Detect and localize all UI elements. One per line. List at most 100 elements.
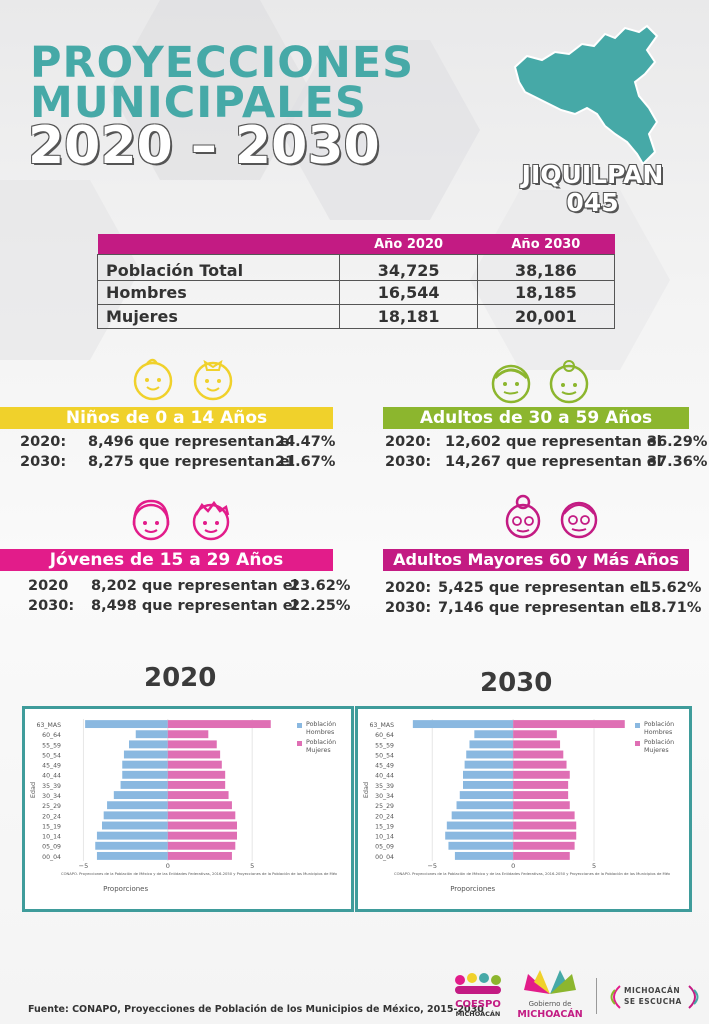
adult-woman-icon (549, 360, 589, 404)
bar-mujeres (513, 740, 561, 749)
stat-year: 2020: (385, 580, 432, 596)
bar-hombres (446, 821, 514, 830)
bar-mujeres (167, 780, 226, 789)
pyramid-chart-2020: 00_04 05_09 10_14 15_19 20_24 25_29 30_34 35_39… (22, 706, 354, 912)
bar-hombres (113, 791, 168, 800)
stat-pct: 22.25% (290, 598, 351, 614)
municipality-code: 045 (566, 188, 619, 217)
bar-hombres (445, 831, 514, 840)
title-years: 2020 – 2030 (28, 116, 380, 176)
bar-hombres (464, 760, 514, 769)
x-tick-label: 5 (592, 862, 596, 870)
stat-year: 2030: (385, 454, 432, 470)
bar-mujeres (167, 730, 209, 739)
bar-mujeres (167, 740, 217, 749)
legend-label-hombres-2: Hombres (306, 729, 334, 736)
bar-mujeres (513, 841, 575, 850)
bar-hombres (448, 841, 514, 850)
bar-hombres (469, 740, 514, 749)
logo3-line1: MICHOACÁN (624, 986, 681, 995)
chart-note: CONAPO. Proyecciones de la Población de … (394, 872, 671, 876)
mayores-banner: Adultos Mayores 60 y Más Años (383, 549, 689, 571)
table-row: Mujeres 18,181 20,001 (96, 304, 616, 329)
stat-year: 2020: (385, 434, 432, 450)
row-value-2020: 18,181 (339, 304, 478, 329)
coespo-logo-line1: COESPO (455, 999, 501, 1010)
y-tick-label: 20_24 (375, 813, 394, 820)
table-header-2020: Año 2020 (339, 234, 478, 255)
y-tick-label: 45_49 (375, 763, 394, 770)
chart-year-2030: 2030 (480, 668, 553, 698)
stat-pct: 18.71% (641, 600, 702, 616)
chart-year-2020: 2020 (144, 663, 217, 693)
x-tick-label: −5 (427, 862, 437, 870)
y-tick-label: 50_54 (42, 752, 61, 759)
table-row: Hombres 16,544 18,185 (96, 280, 616, 305)
stat-text: 7,146 que representan el (438, 600, 645, 616)
stat-pct: 23.62% (290, 578, 351, 594)
stat-text: 14,267 que representan el (445, 454, 662, 470)
stat-pct: 21.67% (275, 454, 336, 470)
stat-pct: 15.62% (641, 580, 702, 596)
mayores-row-2020: 2020: 5,425 que representan el 15.62% (385, 580, 705, 598)
bar-mujeres (167, 851, 232, 860)
legend-swatch-hombres (297, 723, 302, 728)
bar-mujeres (167, 720, 271, 729)
baby-girl-icon (193, 359, 233, 401)
row-value-2020: 16,544 (339, 280, 478, 305)
stat-text: 8,202 que representan el (91, 578, 298, 594)
y-tick-label: 15_19 (42, 823, 61, 830)
bar-hombres (459, 791, 514, 800)
logo-divider (596, 978, 597, 1014)
stat-pct: 37.36% (647, 454, 708, 470)
table-header-2030: Año 2030 (477, 234, 615, 255)
stat-year: 2020 (28, 578, 69, 594)
logo3-line2: SE ESCUCHA (624, 997, 682, 1006)
bar-hombres (107, 801, 168, 810)
row-value-2030: 38,186 (476, 254, 616, 281)
y-tick-label: 15_19 (375, 823, 394, 830)
bar-hombres (95, 841, 168, 850)
bar-hombres (451, 811, 514, 820)
bar-mujeres (513, 720, 625, 729)
row-value-2030: 18,185 (476, 280, 616, 305)
y-axis-label: Edad (29, 782, 37, 798)
y-tick-label: 55_59 (42, 742, 61, 749)
adultos-banner: Adultos de 30 a 59 Años (383, 407, 689, 429)
jovenes-row-2020: 2020 8,202 que representan el 23.62% (28, 578, 358, 596)
stat-text: 8,498 que representan el (91, 598, 298, 614)
legend-label-mujeres-1: Población (644, 738, 674, 746)
x-tick-label: −5 (79, 862, 89, 870)
y-tick-label: 30_34 (375, 793, 394, 800)
y-axis-label: Edad (362, 782, 370, 798)
adultos-row-2030: 2030: 14,267 que representan el 37.36% (385, 454, 708, 472)
stat-text: 8,275 que representan el (88, 454, 295, 470)
y-tick-label: 00_04 (375, 854, 394, 861)
stat-year: 2030: (28, 598, 75, 614)
municipality-name: JIQUILPAN (521, 160, 664, 189)
table-header-empty (97, 234, 340, 255)
gobierno-butterfly-icon (524, 970, 576, 994)
bar-hombres (463, 770, 514, 779)
bar-hombres (474, 730, 514, 739)
bar-hombres (122, 770, 168, 779)
bar-hombres (135, 730, 168, 739)
bar-mujeres (167, 811, 236, 820)
y-tick-label: 40_44 (42, 773, 61, 780)
bar-mujeres (513, 791, 569, 800)
x-tick-label: 5 (250, 862, 254, 870)
y-tick-label: 10_14 (42, 834, 61, 841)
y-tick-label: 50_54 (375, 752, 394, 759)
bar-mujeres (167, 841, 236, 850)
bar-mujeres (167, 770, 226, 779)
gobierno-logo-line2: MICHOACÁN (517, 1009, 583, 1020)
y-tick-label: 25_29 (42, 803, 61, 810)
legend-swatch-mujeres (635, 741, 640, 746)
young-man-icon (192, 500, 230, 541)
jovenes-row-2030: 2030: 8,498 que representan el 22.25% (28, 598, 358, 616)
legend-label-mujeres-2: Mujeres (644, 747, 669, 754)
legend-label-hombres-2: Hombres (644, 729, 672, 736)
row-label: Mujeres (96, 304, 341, 329)
bar-mujeres (513, 770, 570, 779)
bar-hombres (412, 720, 514, 729)
